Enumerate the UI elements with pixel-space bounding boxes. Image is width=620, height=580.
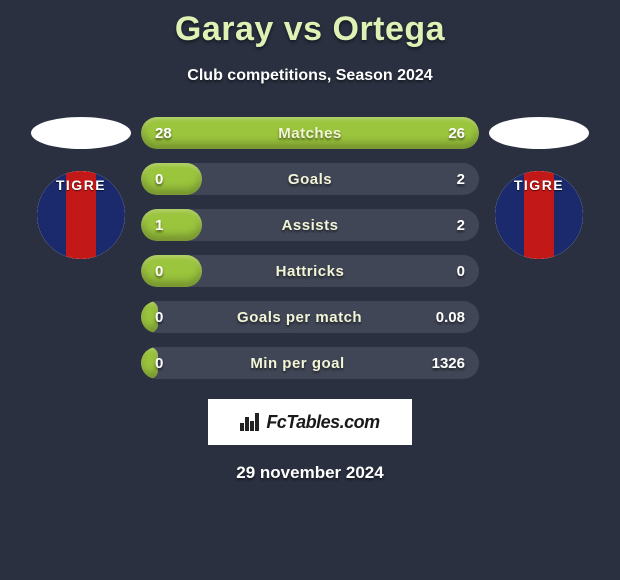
stat-right-value: 2 — [457, 171, 465, 188]
stat-left-value: 1 — [155, 217, 163, 234]
club-badge-right: TIGRE — [495, 171, 583, 259]
stat-right-value: 2 — [457, 217, 465, 234]
player-left-side: TIGRE — [21, 117, 141, 259]
stat-label: Min per goal — [250, 355, 344, 372]
page-title: Garay vs Ortega — [0, 0, 620, 49]
club-badge-label: TIGRE — [37, 177, 125, 193]
stat-row: 0 Goals 2 — [141, 163, 479, 195]
date-label: 29 november 2024 — [0, 463, 620, 483]
page-subtitle: Club competitions, Season 2024 — [0, 67, 620, 85]
brand-box: FcTables.com — [208, 399, 412, 445]
stat-label: Matches — [278, 125, 342, 142]
stat-row: 1 Assists 2 — [141, 209, 479, 241]
bar-chart-icon — [240, 411, 262, 433]
stat-fill — [141, 209, 202, 241]
player-right-side: TIGRE — [479, 117, 599, 259]
stat-label: Hattricks — [276, 263, 345, 280]
player-left-placeholder — [31, 117, 131, 149]
brand-text: FcTables.com — [266, 412, 379, 433]
stat-row: 0 Hattricks 0 — [141, 255, 479, 287]
club-badge-label: TIGRE — [495, 177, 583, 193]
club-badge-left: TIGRE — [37, 171, 125, 259]
stat-right-value: 0.08 — [436, 309, 465, 326]
stat-left-value: 0 — [155, 171, 163, 188]
player-right-placeholder — [489, 117, 589, 149]
comparison-container: TIGRE 28 Matches 26 0 Goals 2 1 Assists 2 0 Hattri… — [0, 117, 620, 379]
stat-row: 0 Min per goal 1326 — [141, 347, 479, 379]
stat-label: Goals per match — [237, 309, 362, 326]
stat-right-value: 1326 — [432, 355, 465, 372]
stat-fill — [141, 163, 202, 195]
stat-right-value: 26 — [448, 125, 465, 142]
stat-fill — [141, 255, 202, 287]
stat-label: Goals — [288, 171, 332, 188]
stat-left-value: 0 — [155, 355, 163, 372]
stat-right-value: 0 — [457, 263, 465, 280]
stats-column: 28 Matches 26 0 Goals 2 1 Assists 2 0 Hattricks 0 0 G… — [141, 117, 479, 379]
stat-row: 28 Matches 26 — [141, 117, 479, 149]
stat-label: Assists — [282, 217, 339, 234]
stat-left-value: 28 — [155, 125, 172, 142]
stat-left-value: 0 — [155, 263, 163, 280]
stat-left-value: 0 — [155, 309, 163, 326]
stat-row: 0 Goals per match 0.08 — [141, 301, 479, 333]
